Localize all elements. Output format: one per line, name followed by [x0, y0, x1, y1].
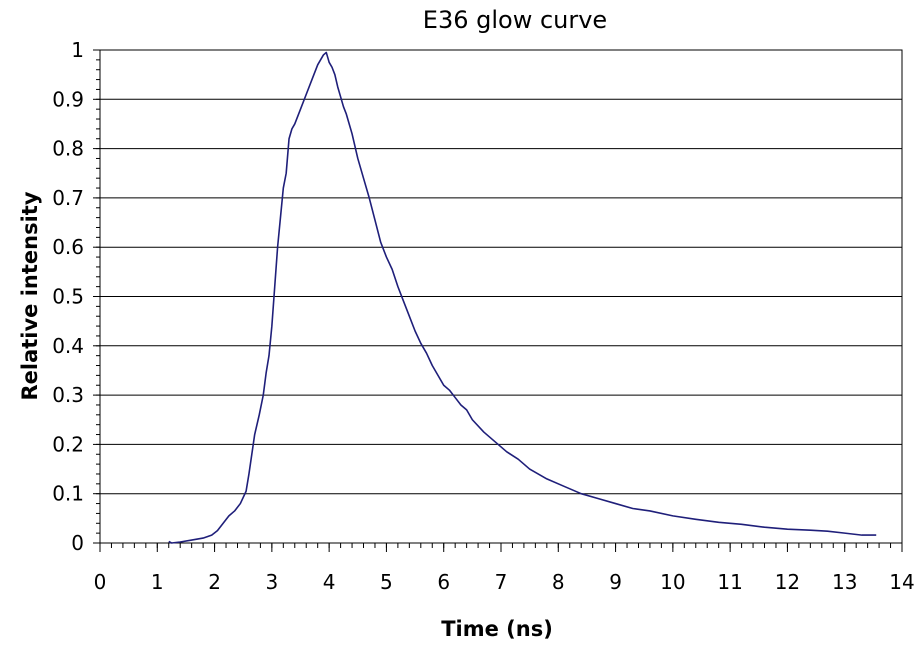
- y-tick-label: 0.1: [52, 482, 84, 506]
- axis-ticks: [93, 49, 903, 552]
- y-tick-label: 0.6: [52, 235, 84, 259]
- x-axis-title: Time (ns): [441, 617, 553, 641]
- y-tick-labels: 0 0.1 0.2 0.3 0.4 0.5 0.6 0.7 0.8 0.9 1: [52, 38, 84, 555]
- x-tick-label: 13: [832, 570, 857, 594]
- series-line: [168, 51, 877, 544]
- y-tick-label: 0.7: [52, 186, 84, 210]
- y-tick-label: 0.2: [52, 432, 84, 456]
- y-tick-label: 0.4: [52, 334, 84, 358]
- y-axis-title: Relative intensity: [18, 191, 42, 400]
- y-tick-label: 0.9: [52, 87, 84, 111]
- x-tick-label: 7: [495, 570, 508, 594]
- x-tick-label: 6: [437, 570, 450, 594]
- x-tick-label: 10: [660, 570, 685, 594]
- y-tick-label: 0.8: [52, 137, 84, 161]
- x-tick-label: 11: [717, 570, 742, 594]
- x-tick-label: 3: [265, 570, 278, 594]
- y-tick-label: 1: [71, 38, 84, 62]
- x-tick-label: 1: [151, 570, 164, 594]
- y-tick-label: 0.5: [52, 285, 84, 309]
- x-tick-label: 9: [609, 570, 622, 594]
- x-tick-label: 12: [775, 570, 800, 594]
- chart-title: E36 glow curve: [423, 6, 607, 34]
- x-tick-label: 4: [323, 570, 336, 594]
- x-tick-label: 0: [94, 570, 107, 594]
- y-tick-label: 0.3: [52, 383, 84, 407]
- y-tick-label: 0: [71, 531, 84, 555]
- x-tick-label: 8: [552, 570, 565, 594]
- gridlines: [100, 98, 902, 495]
- x-tick-label: 2: [208, 570, 221, 594]
- x-tick-label: 14: [889, 570, 914, 594]
- x-tick-label: 5: [380, 570, 393, 594]
- x-tick-labels: 0 1 2 3 4 5 6 7 8 9 10 11 12 13 14: [94, 570, 915, 594]
